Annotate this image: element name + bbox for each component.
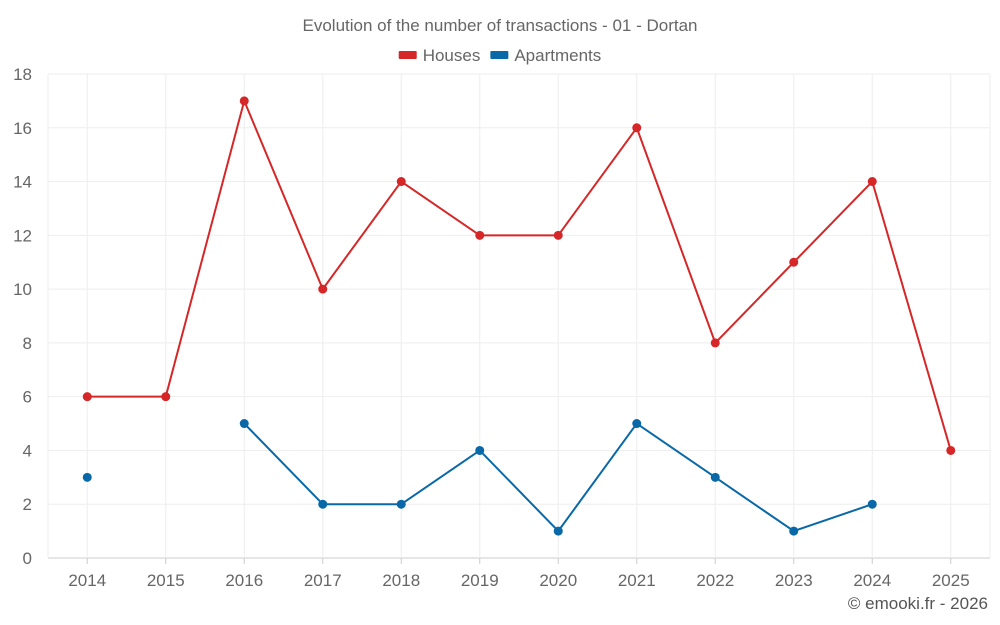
- data-point-apartments[interactable]: [710, 472, 720, 482]
- y-tick-label: 8: [23, 334, 32, 353]
- data-point-apartments[interactable]: [632, 419, 642, 429]
- y-tick-label: 6: [23, 388, 32, 407]
- legend-label: Houses: [423, 46, 481, 65]
- data-point-houses[interactable]: [710, 338, 720, 348]
- data-point-apartments[interactable]: [239, 419, 249, 429]
- credit-text: © emooki.fr - 2026: [848, 594, 988, 613]
- x-tick-label: 2017: [304, 571, 342, 590]
- data-point-houses[interactable]: [161, 392, 171, 402]
- data-point-houses[interactable]: [396, 177, 406, 187]
- x-tick-label: 2024: [853, 571, 891, 590]
- y-tick-label: 4: [23, 441, 32, 460]
- data-point-apartments[interactable]: [82, 472, 92, 482]
- x-tick-label: 2023: [775, 571, 813, 590]
- y-tick-label: 2: [23, 495, 32, 514]
- legend-item-apartments[interactable]: Apartments: [490, 46, 601, 65]
- x-tick-label: 2022: [696, 571, 734, 590]
- legend: Houses Apartments: [398, 46, 601, 65]
- series-apartments: [82, 419, 877, 536]
- data-point-apartments[interactable]: [318, 499, 328, 509]
- data-point-houses[interactable]: [789, 257, 799, 267]
- data-point-houses[interactable]: [318, 284, 328, 294]
- data-point-apartments[interactable]: [553, 526, 563, 536]
- series-houses: [82, 96, 956, 455]
- data-point-houses[interactable]: [946, 445, 956, 455]
- legend-swatch: [398, 51, 417, 59]
- y-tick-label: 14: [13, 173, 32, 192]
- x-tick-label: 2015: [147, 571, 185, 590]
- x-tick-label: 2025: [932, 571, 970, 590]
- data-point-houses[interactable]: [867, 177, 877, 187]
- y-tick-label: 16: [13, 119, 32, 138]
- data-point-apartments[interactable]: [867, 499, 877, 509]
- data-point-houses[interactable]: [239, 96, 249, 106]
- series-line-houses: [87, 99, 952, 451]
- data-point-apartments[interactable]: [789, 526, 799, 536]
- legend-label: Apartments: [514, 46, 601, 65]
- y-tick-label: 10: [13, 280, 32, 299]
- x-axis: 2014 2015 2016 2017 2018 2019 2020 2021 2022 2023…: [68, 558, 970, 590]
- y-tick-label: 18: [13, 65, 32, 84]
- y-tick-label: 12: [13, 226, 32, 245]
- data-point-houses[interactable]: [82, 392, 92, 402]
- legend-swatch: [490, 51, 509, 59]
- x-tick-label: 2020: [539, 571, 577, 590]
- x-tick-label: 2019: [461, 571, 499, 590]
- x-tick-label: 2021: [618, 571, 656, 590]
- grid: [47, 73, 991, 559]
- series-layer: [82, 96, 956, 536]
- y-axis: 0 2 4 6 8 10 12 14 16 18: [13, 65, 32, 568]
- x-tick-label: 2016: [225, 571, 263, 590]
- x-tick-label: 2018: [382, 571, 420, 590]
- x-tick-label: 2014: [68, 571, 106, 590]
- data-point-apartments[interactable]: [396, 499, 406, 509]
- data-point-apartments[interactable]: [475, 445, 485, 455]
- chart-title: Evolution of the number of transactions …: [303, 16, 698, 35]
- legend-item-houses[interactable]: Houses: [398, 46, 481, 65]
- y-tick-label: 0: [23, 549, 32, 568]
- data-point-houses[interactable]: [632, 123, 642, 133]
- data-point-houses[interactable]: [553, 230, 563, 240]
- data-point-houses[interactable]: [475, 230, 485, 240]
